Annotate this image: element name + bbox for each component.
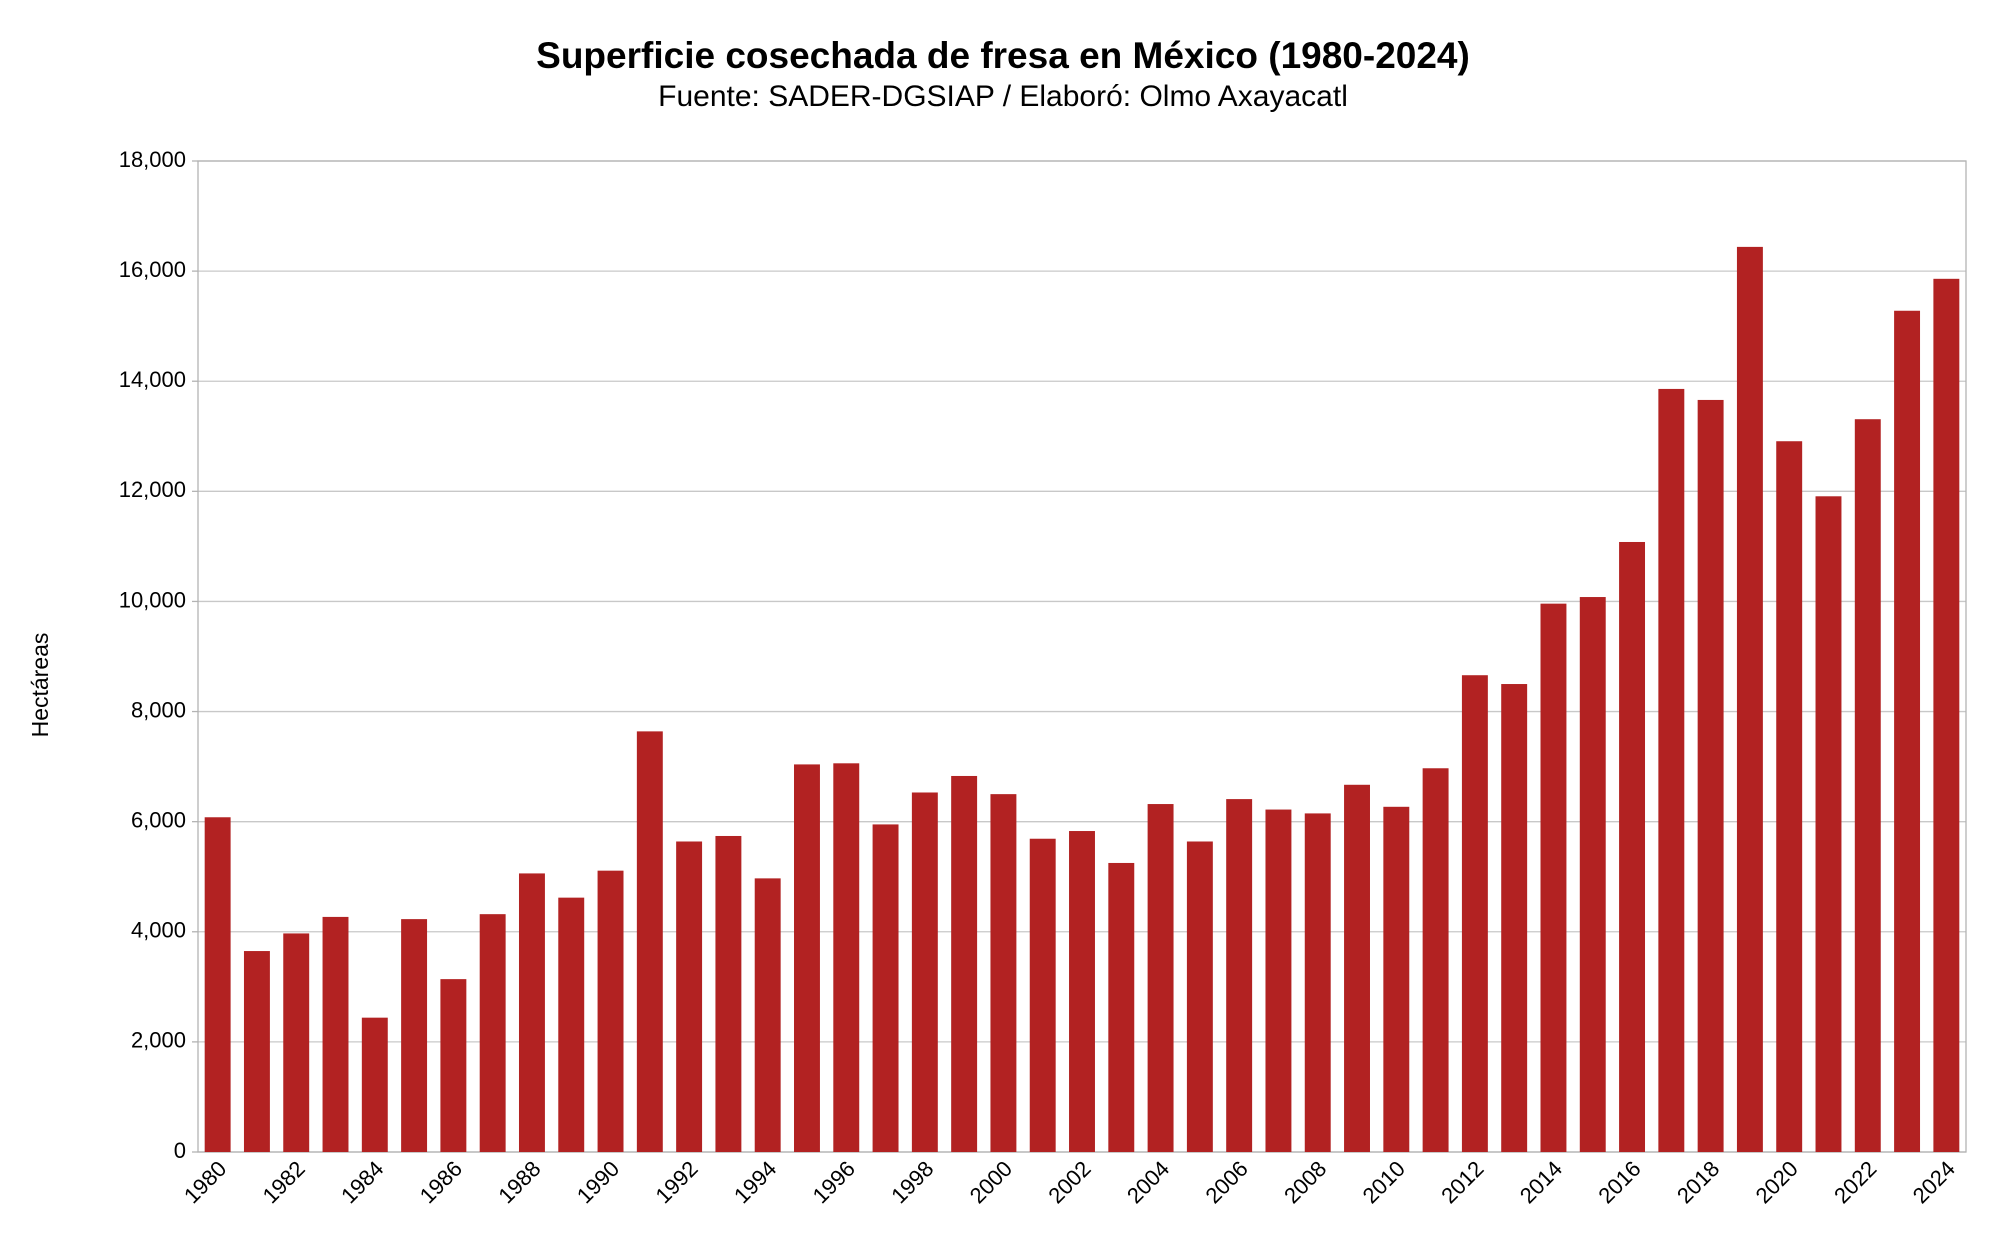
- x-tick-label: 2018: [1672, 1156, 1724, 1208]
- x-tick-label: 1986: [415, 1156, 467, 1208]
- bar: [1108, 862, 1135, 1152]
- bar: [990, 794, 1017, 1152]
- y-axis-label: Hectáreas: [27, 633, 53, 738]
- y-tick-label: 12,000: [119, 477, 186, 502]
- bar: [911, 792, 938, 1152]
- bar: [872, 824, 899, 1152]
- x-tick-label: 2000: [965, 1156, 1017, 1208]
- x-tick-label: 2010: [1358, 1156, 1410, 1208]
- bar: [1619, 541, 1646, 1152]
- bar: [1501, 684, 1528, 1152]
- bar: [1383, 806, 1410, 1152]
- bar: [1894, 310, 1921, 1152]
- x-tick-label: 1982: [258, 1156, 310, 1208]
- x-tick-label: 1998: [886, 1156, 938, 1208]
- bar: [1736, 246, 1763, 1153]
- x-tick-label: 1980: [179, 1156, 231, 1208]
- bar: [1658, 388, 1685, 1152]
- bar: [597, 870, 624, 1152]
- bar: [1461, 675, 1488, 1152]
- y-tick-label: 4,000: [131, 918, 186, 943]
- bar: [1815, 496, 1842, 1152]
- x-tick-label: 2004: [1122, 1156, 1174, 1208]
- x-tick-label: 2022: [1829, 1156, 1881, 1208]
- x-tick-label: 1992: [650, 1156, 702, 1208]
- x-tick-label: 2016: [1593, 1156, 1645, 1208]
- y-tick-label: 14,000: [119, 367, 186, 392]
- bar: [1697, 399, 1724, 1152]
- x-tick-label: 2012: [1436, 1156, 1488, 1208]
- bar: [243, 951, 270, 1152]
- bar: [1579, 597, 1606, 1152]
- bar: [794, 764, 820, 1152]
- x-tick-label: 2024: [1908, 1156, 1960, 1208]
- x-tick-label: 2014: [1515, 1156, 1567, 1208]
- x-tick-label: 1984: [336, 1156, 388, 1208]
- x-tick-label: 1988: [493, 1156, 545, 1208]
- bar: [401, 919, 428, 1152]
- bar: [676, 841, 703, 1152]
- bar: [833, 763, 860, 1152]
- bar: [440, 979, 467, 1152]
- bar: [479, 914, 506, 1152]
- bar: [204, 817, 231, 1152]
- x-tick-label: 2002: [1043, 1156, 1095, 1208]
- x-tick-label: 2020: [1751, 1156, 1803, 1208]
- bar: [1186, 841, 1213, 1152]
- chart-title: Superficie cosechada de fresa en México …: [536, 35, 1470, 76]
- chart-subtitle: Fuente: SADER-DGSIAP / Elaboró: Olmo Axa…: [658, 80, 1348, 113]
- bar: [1029, 838, 1056, 1152]
- bar: [1422, 768, 1449, 1152]
- bar: [1147, 804, 1174, 1152]
- bar: [1540, 603, 1567, 1152]
- bar: [715, 835, 742, 1152]
- y-tick-label: 16,000: [119, 257, 186, 282]
- bar: [1304, 813, 1331, 1152]
- x-tick-label: 1994: [729, 1156, 781, 1208]
- x-tick-label: 1996: [808, 1156, 860, 1208]
- bar: [1344, 784, 1370, 1152]
- bar: [1933, 278, 1960, 1153]
- x-tick-label: 2008: [1279, 1156, 1331, 1208]
- bar: [1226, 799, 1253, 1152]
- bar: [754, 878, 781, 1152]
- y-tick-label: 8,000: [131, 697, 186, 722]
- bar: [558, 897, 585, 1152]
- y-tick-label: 18,000: [119, 147, 186, 172]
- bar: [951, 775, 978, 1152]
- bar: [361, 1017, 388, 1152]
- bar: [1069, 831, 1095, 1152]
- y-tick-label: 0: [174, 1138, 186, 1163]
- x-tick-label: 1990: [572, 1156, 624, 1208]
- bar: [1776, 441, 1803, 1152]
- bar: [518, 873, 545, 1152]
- y-tick-label: 2,000: [131, 1028, 186, 1053]
- x-tick-label: 2006: [1201, 1156, 1253, 1208]
- bar: [1854, 419, 1881, 1152]
- y-tick-label: 10,000: [119, 587, 186, 612]
- bar: [283, 933, 310, 1152]
- bar: [1265, 809, 1292, 1152]
- bar: [322, 916, 349, 1152]
- y-tick-label: 6,000: [131, 807, 186, 832]
- bar: [636, 731, 663, 1152]
